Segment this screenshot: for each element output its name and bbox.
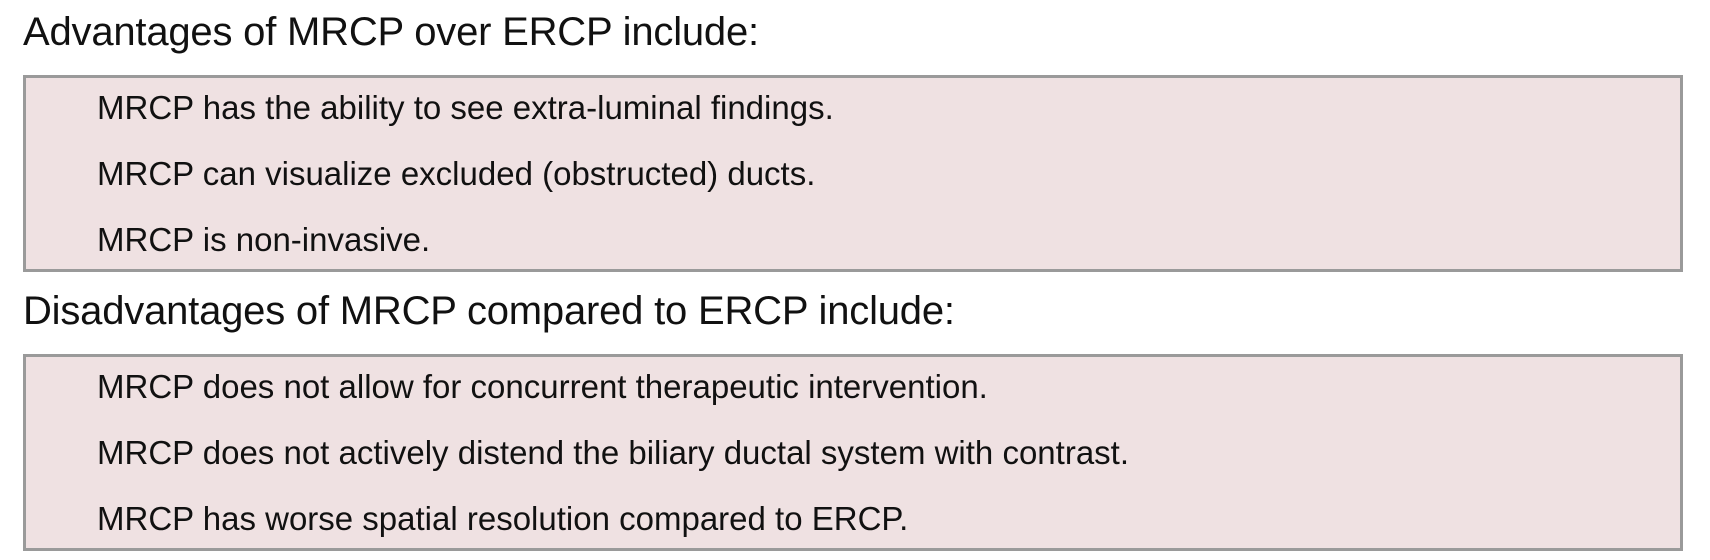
disadvantage-item: MRCP has worse spatial resolution compar…: [97, 500, 909, 537]
advantage-item: MRCP has the ability to see extra-lumina…: [97, 89, 834, 126]
advantages-heading: Advantages of MRCP over ERCP include:: [23, 10, 759, 54]
disadvantage-item: MRCP does not allow for concurrent thera…: [97, 368, 988, 405]
advantage-item: MRCP can visualize excluded (obstructed)…: [97, 155, 816, 192]
disadvantage-item: MRCP does not actively distend the bilia…: [97, 434, 1130, 471]
disadvantages-list: MRCP does not allow for concurrent thera…: [23, 354, 1683, 551]
advantages-list: MRCP has the ability to see extra-lumina…: [23, 75, 1683, 272]
disadvantages-heading: Disadvantages of MRCP compared to ERCP i…: [23, 289, 955, 333]
advantage-item: MRCP is non-invasive.: [97, 221, 431, 258]
